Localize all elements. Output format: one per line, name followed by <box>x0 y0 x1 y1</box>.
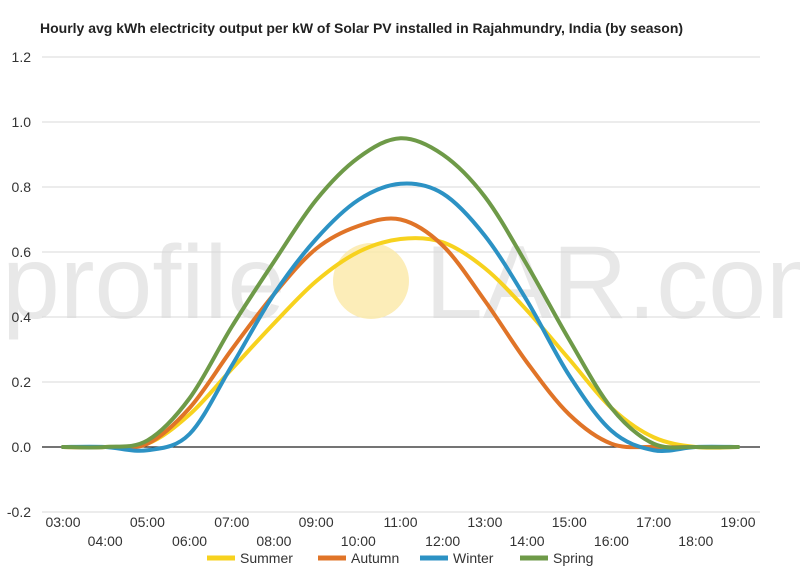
legend-label: Autumn <box>351 550 399 566</box>
x-tick-label: 12:00 <box>425 533 460 549</box>
legend-label: Winter <box>453 550 494 566</box>
x-tick-label: 05:00 <box>130 514 165 530</box>
y-tick-label: -0.2 <box>7 504 31 520</box>
x-tick-label: 19:00 <box>720 514 755 530</box>
x-tick-label: 10:00 <box>341 533 376 549</box>
x-tick-label: 09:00 <box>299 514 334 530</box>
legend-label: Summer <box>240 550 293 566</box>
y-tick-label: 0.2 <box>12 374 32 390</box>
series-line-autumn <box>61 216 740 450</box>
x-tick-label: 04:00 <box>88 533 123 549</box>
y-tick-label: 1.0 <box>12 114 32 130</box>
series-line-spring <box>61 136 740 450</box>
watermark-sun-icon <box>333 243 409 319</box>
y-tick-label: 0.6 <box>12 244 32 260</box>
x-tick-label: 15:00 <box>552 514 587 530</box>
legend: Summer Autumn Winter Spring <box>207 550 593 566</box>
legend-label: Spring <box>553 550 593 566</box>
y-tick-label: 0.4 <box>12 309 32 325</box>
y-tick-label: 1.2 <box>12 49 32 65</box>
chart-title: Hourly avg kWh electricity output per kW… <box>40 20 683 36</box>
watermark-left-text: profile <box>2 225 285 341</box>
x-tick-label: 14:00 <box>510 533 545 549</box>
x-axis-ticks: 03:00 04:00 05:00 06:00 07:00 08:00 09:00 10:00… <box>45 514 755 549</box>
y-tick-label: 0.0 <box>12 439 32 455</box>
x-tick-label: 03:00 <box>45 514 80 530</box>
watermark-right-text: LAR.com <box>425 225 800 341</box>
series-line-winter <box>61 181 740 453</box>
x-tick-label: 08:00 <box>256 533 291 549</box>
series-lines <box>61 136 740 453</box>
x-tick-label: 06:00 <box>172 533 207 549</box>
x-tick-label: 16:00 <box>594 533 629 549</box>
legend-item-winter: Winter <box>420 550 494 566</box>
watermark: profile LAR.com <box>2 225 800 341</box>
x-tick-label: 18:00 <box>678 533 713 549</box>
x-tick-label: 11:00 <box>384 514 418 530</box>
legend-item-spring: Spring <box>520 550 593 566</box>
y-axis-ticks: 1.2 1.0 0.8 0.6 0.4 0.2 0.0 -0.2 <box>7 49 31 520</box>
x-tick-label: 13:00 <box>467 514 502 530</box>
legend-item-autumn: Autumn <box>318 550 399 566</box>
x-tick-label: 07:00 <box>214 514 249 530</box>
legend-item-summer: Summer <box>207 550 293 566</box>
y-tick-label: 0.8 <box>12 179 32 195</box>
x-tick-label: 17:00 <box>636 514 671 530</box>
